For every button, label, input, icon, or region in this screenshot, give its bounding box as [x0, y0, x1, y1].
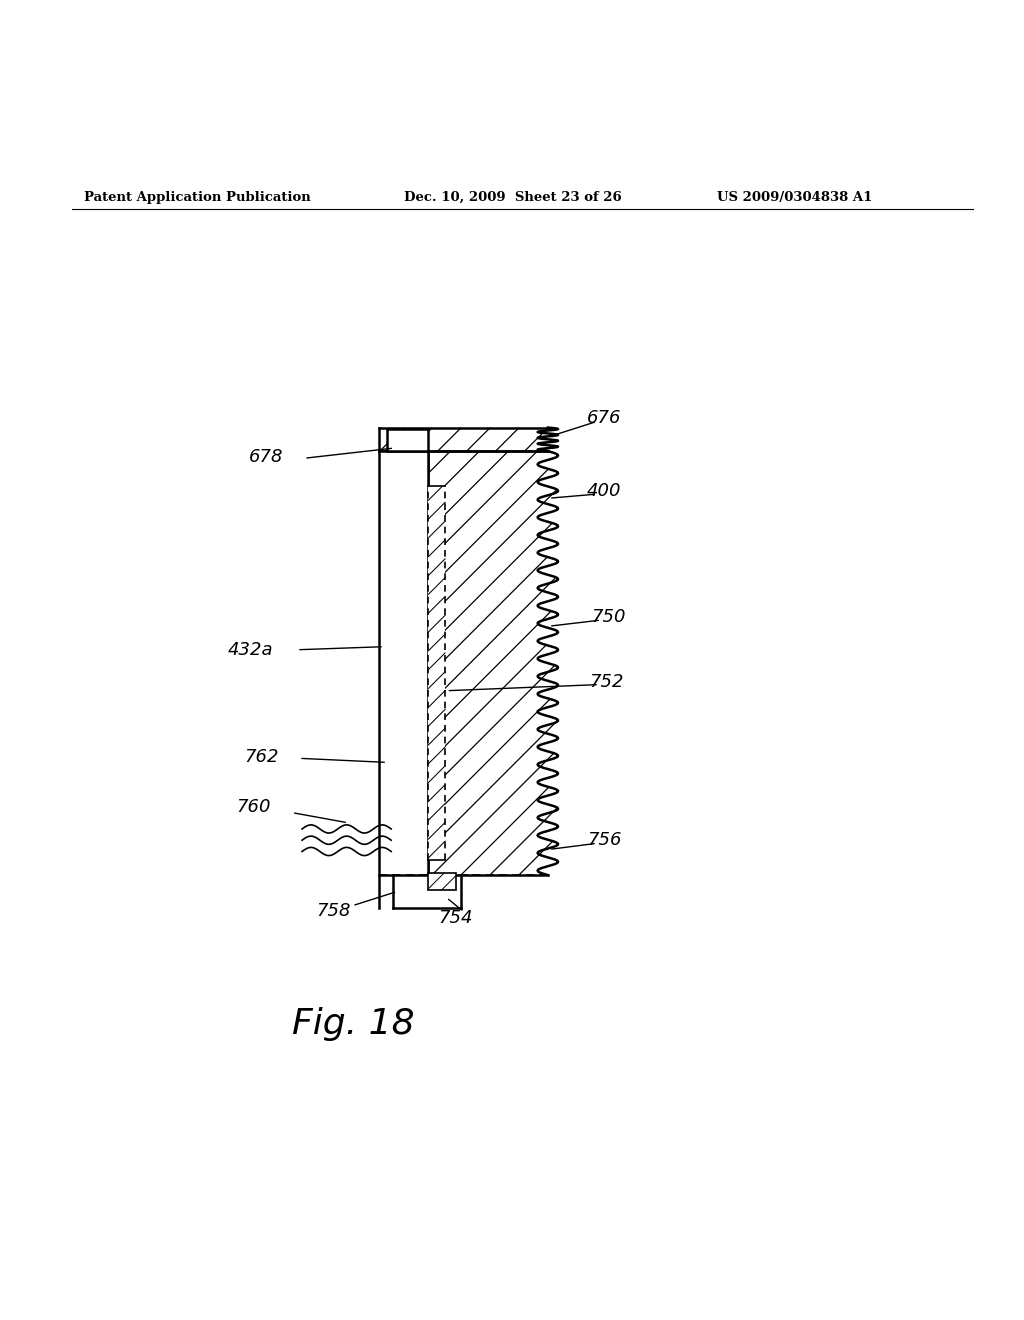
Bar [387, 429, 428, 451]
Text: 762: 762 [244, 748, 279, 767]
Text: 432a: 432a [228, 640, 273, 659]
Text: 754: 754 [438, 909, 473, 927]
Text: 756: 756 [587, 832, 622, 849]
Polygon shape [379, 428, 558, 451]
Text: Fig. 18: Fig. 18 [292, 1007, 415, 1040]
Text: US 2009/0304838 A1: US 2009/0304838 A1 [717, 191, 872, 205]
Bar [428, 486, 445, 859]
Text: 678: 678 [249, 449, 284, 466]
Text: 400: 400 [587, 482, 622, 500]
Text: 758: 758 [316, 902, 351, 920]
Bar [379, 451, 428, 875]
Text: 760: 760 [237, 799, 271, 817]
Text: Patent Application Publication: Patent Application Publication [84, 191, 310, 205]
Text: 676: 676 [587, 409, 622, 428]
Text: 750: 750 [591, 609, 626, 626]
Polygon shape [428, 451, 558, 875]
Bar [428, 873, 456, 891]
Text: Dec. 10, 2009  Sheet 23 of 26: Dec. 10, 2009 Sheet 23 of 26 [404, 191, 623, 205]
Text: 752: 752 [589, 672, 624, 690]
